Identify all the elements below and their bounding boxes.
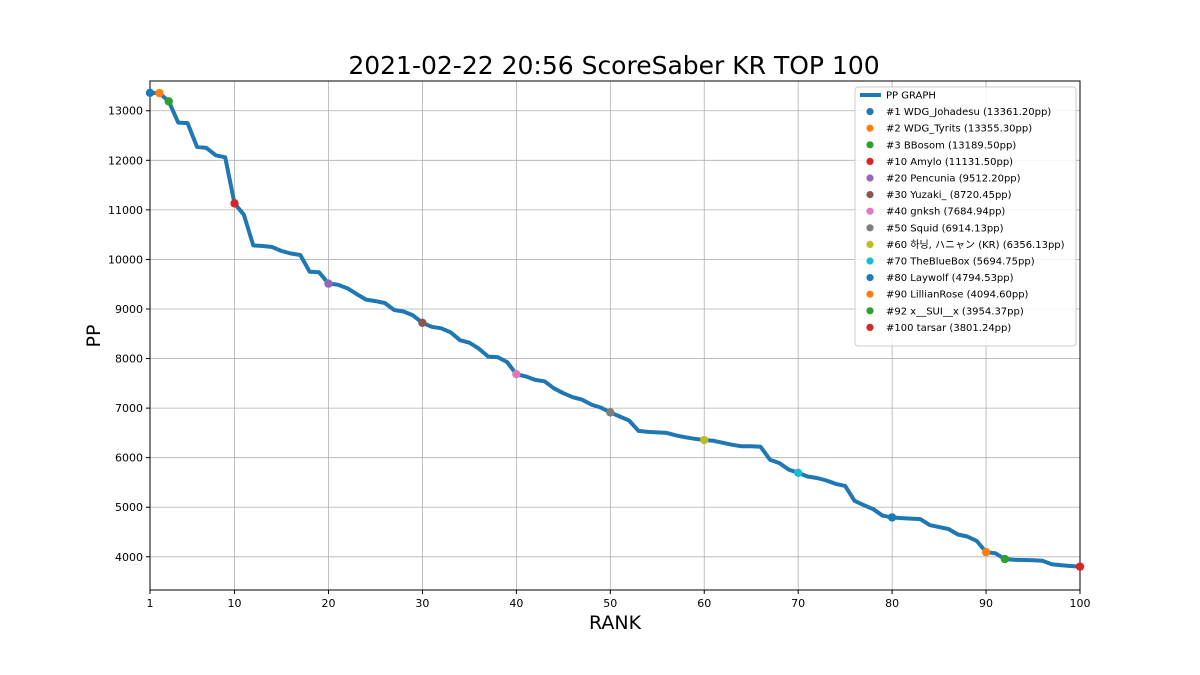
x-tick-label: 90	[979, 597, 993, 610]
highlight-point	[887, 513, 897, 522]
y-tick-label: 11000	[108, 204, 143, 217]
y-tick-label: 13000	[108, 105, 143, 118]
y-tick-label: 7000	[115, 402, 143, 415]
legend-box	[854, 86, 1077, 347]
highlight-point	[606, 408, 615, 417]
x-axis-label: RANK	[589, 612, 642, 634]
legend-marker	[866, 290, 874, 298]
legend-marker	[866, 157, 874, 165]
x-tick-label: 1	[147, 597, 154, 610]
plot-frame	[149, 80, 1081, 591]
legend-marker	[866, 108, 874, 116]
legend: PP GRAPH #1 WDG_Johadesu (13361.20pp) #2 W…	[854, 86, 1077, 347]
legend-entry-label: #20 Pencunia (9512.20pp)	[886, 174, 1021, 185]
legend-entry-label: #90 LillianRose (4094.60pp)	[886, 290, 1029, 301]
legend-marker	[866, 207, 874, 215]
x-tick-label: 70	[791, 597, 805, 610]
legend-marker	[866, 141, 874, 149]
x-tick-label: 80	[885, 597, 899, 610]
legend-entry-label: PP GRAPH	[886, 91, 936, 102]
highlight-point	[145, 88, 155, 98]
highlight-point	[164, 97, 173, 106]
highlight-point	[1075, 562, 1085, 571]
legend-marker	[866, 191, 874, 199]
legend-entry-label: #2 WDG_Tyrits (13355.30pp)	[886, 124, 1032, 135]
highlight-point	[793, 468, 803, 477]
legend-marker	[866, 307, 874, 315]
x-tick-label: 10	[228, 597, 242, 610]
highlight-point	[324, 279, 333, 288]
legend-entry-label: #70 TheBlueBox (5694.75pp)	[886, 257, 1035, 268]
highlight-point	[981, 547, 991, 557]
legend-marker	[866, 257, 874, 265]
legend-entry-label: #1 WDG_Johadesu (13361.20pp)	[886, 107, 1051, 118]
x-tick-label: 20	[321, 597, 335, 610]
x-tick-label: 40	[509, 597, 523, 610]
legend-entry-label: #40 gnksh (7684.94pp)	[886, 207, 1005, 218]
highlight-point	[512, 369, 521, 379]
legend-entry-label: #100 tarsar (3801.24pp)	[886, 323, 1011, 334]
legend-marker	[866, 274, 874, 282]
legend-marker	[866, 323, 874, 331]
legend-entry-label: #80 Laywolf (4794.53pp)	[886, 273, 1014, 284]
y-tick-label: 6000	[115, 452, 143, 465]
y-tick-label: 8000	[115, 353, 143, 366]
highlight-point	[230, 199, 239, 208]
y-tick-label: 12000	[108, 154, 143, 167]
x-tick-label: 100	[1070, 597, 1091, 610]
x-tick-label: 60	[697, 597, 711, 610]
legend-entry-label: #92 x__SUI__x (3954.37pp)	[886, 306, 1024, 317]
y-tick-label: 9000	[115, 303, 143, 316]
highlight-point	[418, 318, 427, 328]
y-tick-label: 10000	[108, 253, 143, 266]
legend-entry-label: #50 Squid (6914.13pp)	[886, 223, 1004, 234]
y-axis: 4000 5000 6000 7000 8000 9000 10000 11000 12000 1…	[108, 105, 150, 564]
legend-marker	[866, 124, 874, 132]
series-line-pp-graph	[148, 90, 1082, 569]
legend-marker	[866, 174, 874, 182]
x-axis: 1 10 20 30 40 50 60 70 80 90 100	[147, 590, 1091, 610]
legend-entry-label: #60 하닝, ハニャン (KR) (6356.13pp)	[886, 238, 1065, 251]
y-axis-label: PP	[83, 325, 105, 348]
legend-marker	[866, 240, 874, 248]
x-tick-label: 50	[603, 597, 617, 610]
highlight-points	[145, 88, 1085, 571]
series-layer	[148, 90, 1082, 569]
legend-entry-label: #3 BBosom (13189.50pp)	[886, 140, 1016, 151]
highlight-point	[1000, 554, 1010, 564]
highlight-point	[155, 88, 164, 98]
y-tick-label: 5000	[115, 501, 143, 514]
legend-marker	[866, 224, 874, 232]
legend-entry-label: #10 Amylo (11131.50pp)	[886, 157, 1013, 168]
chart-title: 2021-02-22 20:56 ScoreSaber KR TOP 100	[348, 51, 879, 80]
highlight-point	[700, 435, 709, 445]
legend-entry-label: #30 Yuzaki_ (8720.45pp)	[886, 190, 1012, 201]
x-tick-label: 30	[415, 597, 429, 610]
y-tick-label: 4000	[115, 551, 143, 564]
